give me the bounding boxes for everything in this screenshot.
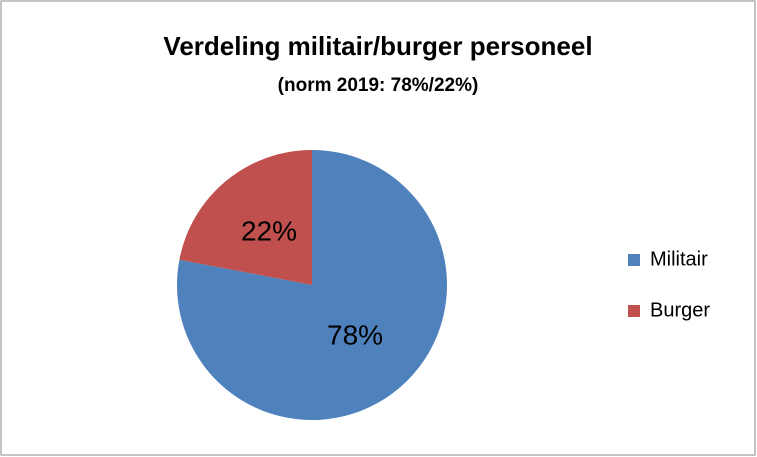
data-label: 78% <box>327 319 383 350</box>
legend-swatch <box>628 305 640 317</box>
legend-label: Militair <box>650 248 708 270</box>
chart-subtitle: (norm 2019: 78%/22%) <box>278 75 479 96</box>
pie-slice <box>179 150 312 285</box>
chart-title: Verdeling militair/burger personeel <box>163 31 592 61</box>
legend-label: Burger <box>650 299 710 321</box>
data-label: 22% <box>241 215 297 246</box>
legend-swatch <box>628 254 640 266</box>
